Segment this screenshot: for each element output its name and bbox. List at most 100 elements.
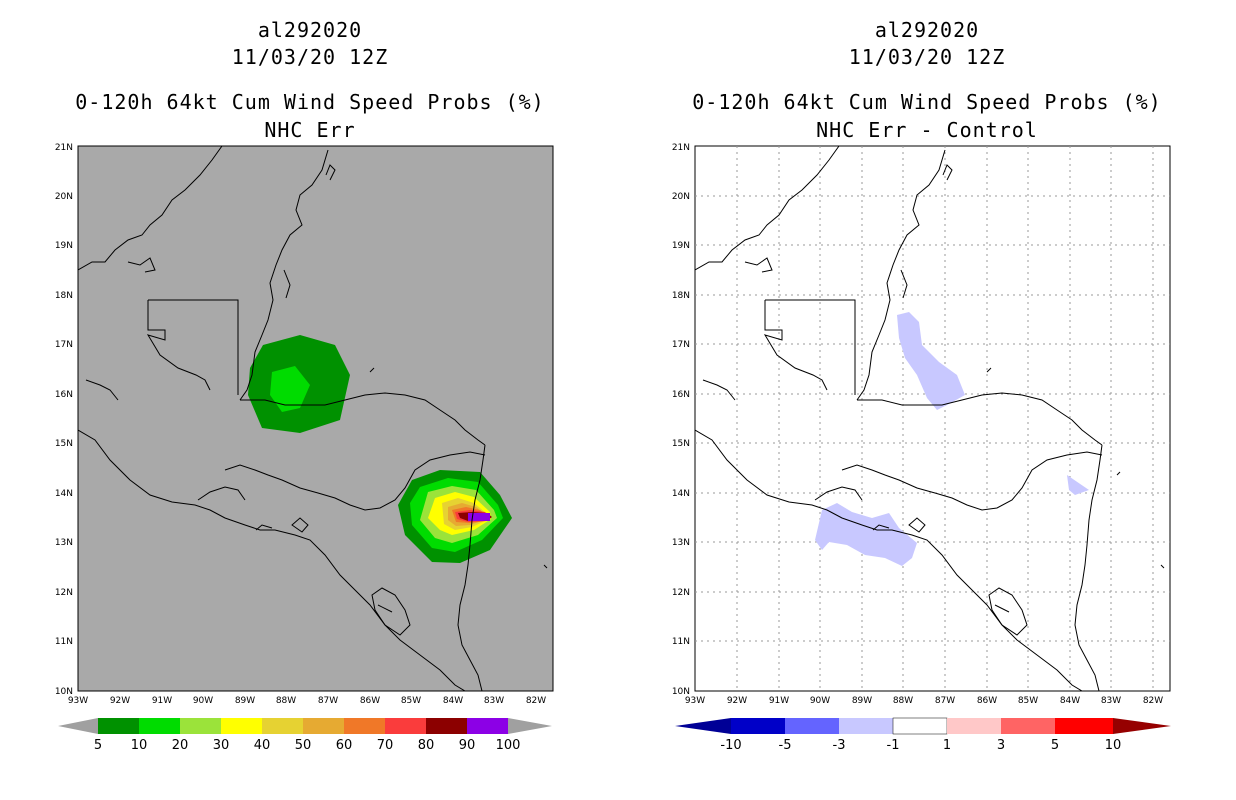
colorbar-swatch — [98, 718, 139, 734]
left-cb-label: 70 — [376, 738, 394, 753]
right-cb-label: -5 — [778, 738, 792, 753]
lon-label: 84W — [443, 696, 463, 706]
lat-label: 12N — [55, 588, 73, 598]
left-coastlines — [78, 146, 548, 691]
right-cb-label: -3 — [832, 738, 846, 753]
left-lon-labels: 93W 92W 91W 90W 89W 88W 87W 86W 85W 84W … — [68, 696, 546, 706]
lat-label: 21N — [55, 143, 73, 153]
lat-label: 18N — [55, 291, 73, 301]
lat-label: 20N — [672, 192, 690, 202]
right-product-title: 0-120h 64kt Cum Wind Speed Probs (%) — [692, 90, 1162, 114]
right-cb-label: -10 — [720, 738, 742, 753]
colorbar-left-arrow — [58, 718, 98, 734]
left-subtitle: NHC Err — [264, 118, 356, 142]
lat-label: 14N — [55, 489, 73, 499]
left-map: 21N 20N 19N 18N 17N 16N 15N 14N 13N 12N … — [55, 143, 554, 734]
lon-label: 86W — [977, 696, 997, 706]
lon-label: 85W — [401, 696, 421, 706]
lon-label: 90W — [193, 696, 213, 706]
lat-label: 16N — [672, 390, 690, 400]
lat-label: 19N — [672, 241, 690, 251]
colorbar-right-arrow — [508, 718, 552, 734]
lon-label: 92W — [110, 696, 130, 706]
colorbar-swatch — [426, 718, 467, 734]
lon-label: 85W — [1018, 696, 1038, 706]
right-gridlines — [695, 146, 1170, 691]
colorbar-swatch — [785, 718, 839, 734]
lon-label: 89W — [852, 696, 872, 706]
right-cb-label: 3 — [996, 738, 1006, 753]
lon-label: 84W — [1060, 696, 1080, 706]
lat-label: 15N — [672, 439, 690, 449]
lat-label: 17N — [672, 340, 690, 350]
lon-label: 88W — [893, 696, 913, 706]
right-subtitle: NHC Err - Control — [816, 118, 1038, 142]
lon-label: 87W — [935, 696, 955, 706]
right-cb-label: 1 — [942, 738, 952, 753]
colorbar-swatch — [731, 718, 785, 734]
lon-label: 82W — [1143, 696, 1163, 706]
lon-label: 83W — [484, 696, 504, 706]
right-cb-label: -1 — [886, 738, 900, 753]
left-cb-label: 30 — [212, 738, 230, 753]
left-datetime: 11/03/20 12Z — [231, 45, 389, 69]
lat-label: 11N — [672, 637, 690, 647]
prob-area-nicaragua — [398, 470, 512, 563]
left-cb-label: 40 — [253, 738, 271, 753]
colorbar-swatch — [892, 717, 948, 735]
right-cb-label: 10 — [1104, 738, 1122, 753]
colorbar-swatch — [839, 718, 893, 734]
colorbar-left-arrow — [675, 718, 731, 734]
colorbar-swatch — [947, 718, 1001, 734]
colorbar-swatch — [221, 718, 262, 734]
lon-label: 91W — [769, 696, 789, 706]
lat-label: 13N — [55, 538, 73, 548]
right-map-background — [694, 145, 1171, 692]
lat-label: 14N — [672, 489, 690, 499]
lat-label: 15N — [55, 439, 73, 449]
right-cb-label: 5 — [1050, 738, 1060, 753]
right-colorbar — [675, 717, 1171, 735]
right-coastlines — [695, 146, 1165, 691]
left-cb-label: 10 — [130, 738, 148, 753]
lon-label: 90W — [810, 696, 830, 706]
colorbar-swatch — [1055, 718, 1113, 734]
left-cb-label: 100 — [495, 738, 521, 753]
left-product-title: 0-120h 64kt Cum Wind Speed Probs (%) — [75, 90, 545, 114]
left-storm-id: al292020 — [257, 18, 363, 42]
left-cb-label: 5 — [93, 738, 103, 753]
colorbar-swatch — [344, 718, 385, 734]
lat-label: 18N — [672, 291, 690, 301]
colorbar-swatch — [180, 718, 221, 734]
lon-label: 88W — [276, 696, 296, 706]
lon-label: 87W — [318, 696, 338, 706]
lon-label: 89W — [235, 696, 255, 706]
right-map: 21N 20N 19N 18N 17N 16N 15N 14N 13N 12N … — [672, 143, 1171, 735]
left-cb-label: 20 — [171, 738, 189, 753]
left-cb-label: 50 — [294, 738, 312, 753]
diff-area-fonseca — [815, 503, 917, 566]
colorbar-swatch — [303, 718, 344, 734]
left-lat-labels: 21N 20N 19N 18N 17N 16N 15N 14N 13N 12N … — [55, 143, 73, 697]
colorbar-swatch — [385, 718, 426, 734]
left-cb-label: 90 — [458, 738, 476, 753]
lon-label: 93W — [685, 696, 705, 706]
left-colorbar — [58, 718, 552, 734]
diff-area-gulf — [1067, 475, 1089, 495]
left-cb-label: 60 — [335, 738, 353, 753]
lat-label: 12N — [672, 588, 690, 598]
lat-label: 10N — [55, 687, 73, 697]
lat-label: 13N — [672, 538, 690, 548]
lon-label: 86W — [360, 696, 380, 706]
colorbar-swatch — [139, 718, 180, 734]
lon-label: 91W — [152, 696, 172, 706]
lon-label: 93W — [68, 696, 88, 706]
right-datetime: 11/03/20 12Z — [848, 45, 1006, 69]
lat-label: 21N — [672, 143, 690, 153]
colorbar-right-arrow — [1113, 718, 1171, 734]
colorbar-swatch — [262, 718, 303, 734]
right-lat-labels: 21N 20N 19N 18N 17N 16N 15N 14N 13N 12N … — [672, 143, 690, 697]
diff-area-belize — [897, 312, 965, 410]
colorbar-swatch — [467, 718, 508, 734]
right-storm-id: al292020 — [874, 18, 980, 42]
